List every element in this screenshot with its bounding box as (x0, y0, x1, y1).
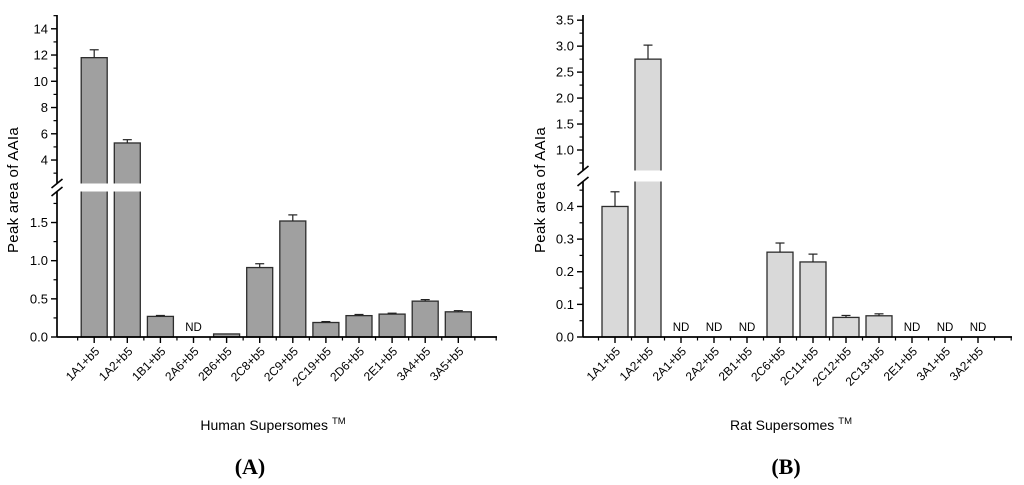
nd-label-2A2+b5: ND (706, 322, 723, 334)
nd-label-2B1+b5: ND (739, 322, 756, 334)
bar-2C11+b5 (799, 261, 827, 338)
bar-1A2+b5 (634, 58, 662, 338)
bar-2C6+b5 (766, 251, 794, 338)
category-label-3A2+b5: 3A2+b5 (947, 344, 987, 384)
x-axis-title-b: Rat Supersomes TM (730, 416, 852, 433)
axis-break-mark (576, 165, 590, 176)
category-label-2A6+b5: 2A6+b5 (162, 344, 202, 384)
bar-2C9+b5 (279, 220, 307, 338)
bar-2C8+b5 (246, 266, 274, 338)
y-tick-label: 1.5 (556, 117, 574, 132)
nd-label-2A6+b5: ND (185, 322, 202, 334)
category-label-2E1+b5: 2E1+b5 (361, 344, 401, 384)
y-tick-label: 2.5 (556, 65, 574, 80)
y-tick-label: 3.5 (556, 13, 574, 28)
category-label-3A4+b5: 3A4+b5 (394, 344, 434, 384)
y-axis-title-b: Peak area of AAIa (532, 127, 549, 253)
y-tick-label: 0.5 (30, 291, 48, 306)
bar-1A1+b5 (80, 57, 108, 338)
bar-2C12+b5 (832, 316, 860, 338)
y-tick-label: 0.0 (30, 330, 48, 345)
panel-caption-b: (B) (771, 454, 800, 479)
y-tick-label: 0.2 (556, 264, 574, 279)
y-tick-label: 0.4 (556, 199, 574, 214)
bar-1A2+b5 (113, 142, 141, 338)
axis-break-gap (584, 170, 1012, 182)
y-tick-label: 8 (41, 100, 48, 115)
category-label-1B1+b5: 1B1+b5 (129, 344, 169, 384)
y-tick-label: 14 (34, 21, 48, 36)
panel-caption-a: (A) (235, 454, 266, 479)
bar-2D6+b5 (345, 314, 373, 338)
nd-label-2E1+b5: ND (904, 322, 921, 334)
y-tick-label: 1.0 (30, 253, 48, 268)
axis-break-gap (58, 183, 497, 192)
nd-label-2A1+b5: ND (673, 322, 690, 334)
category-label-2B6+b5: 2B6+b5 (195, 344, 235, 384)
y-tick-label: 0.3 (556, 232, 574, 247)
bar-3A4+b5 (411, 300, 439, 338)
y-tick-label: 12 (34, 48, 48, 63)
bar-2C19+b5 (312, 321, 340, 338)
trademark-superscript-a: TM (332, 416, 346, 427)
y-tick-label: 1.5 (30, 215, 48, 230)
category-label-2A1+b5: 2A1+b5 (650, 344, 690, 384)
bar-1B1+b5 (146, 315, 175, 338)
nd-label-3A2+b5: ND (970, 322, 987, 334)
bar-1A1+b5 (601, 205, 629, 338)
category-label-2D6+b5: 2D6+b5 (327, 344, 367, 384)
y-tick-label: 2.0 (556, 91, 574, 106)
y-tick-label: 0.0 (556, 330, 574, 345)
nd-label-3A1+b5: ND (937, 322, 954, 334)
axis-break-mark (50, 186, 64, 197)
category-label-1A2+b5: 1A2+b5 (617, 344, 657, 384)
category-label-1A2+b5: 1A2+b5 (96, 344, 136, 384)
bar-2C13+b5 (865, 315, 893, 338)
category-label-1A1+b5: 1A1+b5 (584, 344, 624, 384)
axis-break-mark (576, 176, 590, 187)
category-label-3A1+b5: 3A1+b5 (914, 344, 954, 384)
category-label-2E1+b5: 2E1+b5 (881, 344, 921, 384)
panel-a-plot-area: 0.00.51.01.54681012141A1+b51A2+b51B1+b52… (30, 15, 497, 389)
trademark-superscript-b: TM (838, 416, 852, 427)
y-tick-label: 0.1 (556, 297, 574, 312)
category-label-3A5+b5: 3A5+b5 (427, 344, 467, 384)
y-tick-label: 10 (34, 74, 48, 89)
category-label-1A1+b5: 1A1+b5 (63, 344, 103, 384)
x-axis-title-b-text: Rat Supersomes (730, 417, 834, 433)
category-label-2B1+b5: 2B1+b5 (716, 344, 756, 384)
y-axis-title-a: Peak area of AAIa (5, 127, 22, 253)
category-label-2A2+b5: 2A2+b5 (683, 344, 723, 384)
y-tick-label: 6 (41, 126, 48, 141)
bar-2E1+b5 (378, 313, 406, 338)
x-axis-title-a-text: Human Supersomes (200, 417, 328, 433)
bar-3A5+b5 (444, 311, 472, 338)
x-axis-title-a: Human Supersomes TM (200, 416, 345, 433)
y-tick-label: 3.0 (556, 39, 574, 54)
y-tick-label: 1.0 (556, 143, 574, 158)
axis-break-mark (50, 178, 64, 189)
y-tick-label: 4 (41, 153, 48, 168)
panel-b-plot-area: 0.0 0.1 0.2 0.3 0.4 1.0 1.5 2.0 2.5 3.0 3.5 1A1+b51… (556, 13, 1012, 389)
category-label-2C8+b5: 2C8+b5 (228, 344, 268, 384)
